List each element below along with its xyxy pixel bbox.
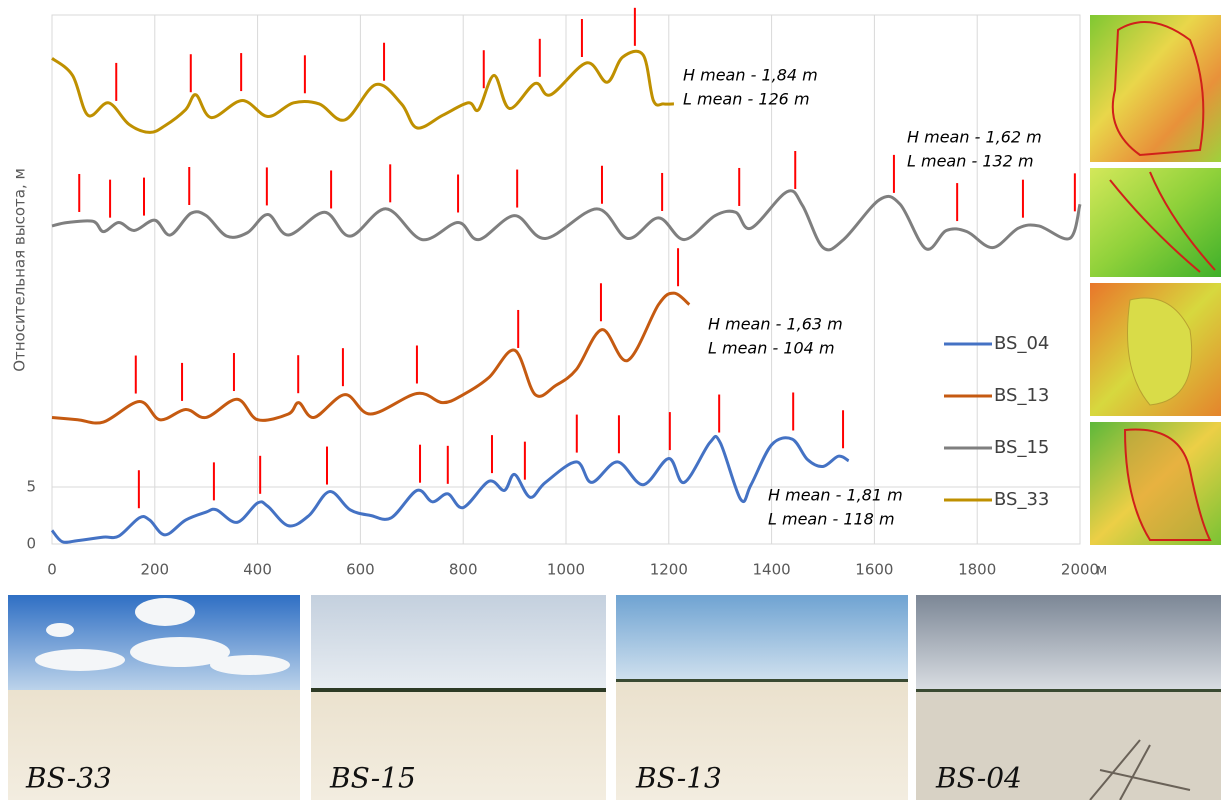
photo-sky: [311, 595, 606, 690]
legend-label: BS_13: [994, 385, 1049, 406]
legend-label: BS_15: [994, 437, 1049, 458]
dem-outline: [1111, 21, 1205, 157]
x-tick-label: 1400: [753, 561, 791, 579]
photo-sky: [916, 595, 1221, 690]
legend-label: BS_04: [994, 333, 1049, 354]
x-tick-label: 800: [449, 561, 478, 579]
dem-image: [1090, 15, 1221, 162]
dem-outline: [1127, 297, 1193, 406]
annotation: H mean - 1,62 m: [907, 128, 1042, 147]
x-tick-label: 1800: [958, 561, 996, 579]
annotation: L mean - 104 m: [708, 339, 835, 358]
photo-label: BS-15: [329, 762, 416, 795]
annotation: H mean - 1,63 m: [708, 315, 843, 334]
profile-line: [50, 434, 850, 544]
x-tick-label: 1200: [650, 561, 688, 579]
annotation: L mean - 126 m: [683, 90, 810, 109]
y-tick-label: 5: [26, 477, 36, 495]
x-axis-unit: м: [1096, 561, 1107, 579]
profile-line: [51, 291, 691, 425]
forest-line: [916, 689, 1221, 692]
forest-line: [311, 688, 606, 692]
dem-outline: [1109, 171, 1216, 273]
photo-label: BS-13: [635, 762, 722, 795]
photos: BS-33 BS-15 BS-13 BS-04: [8, 595, 1221, 800]
annotation: L mean - 132 m: [907, 152, 1034, 171]
y-tick-label: 0: [26, 535, 36, 553]
clouds: [35, 598, 290, 675]
dem-outline: [1123, 428, 1212, 541]
photo-label: BS-04: [935, 762, 1022, 795]
x-tick-label: 1000: [547, 561, 585, 579]
driftwood: [1089, 739, 1191, 800]
annotation: L mean - 118 m: [768, 510, 895, 529]
annotation: H mean - 1,81 m: [768, 486, 903, 505]
annotation: H mean - 1,84 m: [683, 66, 818, 85]
plot: 0 200 400 600 800 1000 1200 1400 1600 1800 2000 0 5 H…: [26, 7, 1099, 579]
dem-thumbnails: [1090, 15, 1221, 545]
x-tick-label: 0: [47, 561, 57, 579]
profile-line: [51, 49, 674, 134]
y-axis-label: Относительная высота, м: [11, 168, 29, 372]
x-tick-label: 200: [140, 561, 169, 579]
profile-line: [51, 189, 1082, 252]
legend: BS_04 BS_13 BS_15 BS_33: [944, 333, 1049, 510]
forest-line: [616, 679, 908, 682]
photo-sky: [616, 595, 908, 680]
x-tick-label: 2000: [1061, 561, 1099, 579]
photo-label: BS-33: [25, 762, 112, 795]
x-tick-label: 400: [243, 561, 272, 579]
legend-label: BS_33: [994, 489, 1049, 510]
x-tick-label: 1600: [855, 561, 893, 579]
x-tick-label: 600: [346, 561, 375, 579]
